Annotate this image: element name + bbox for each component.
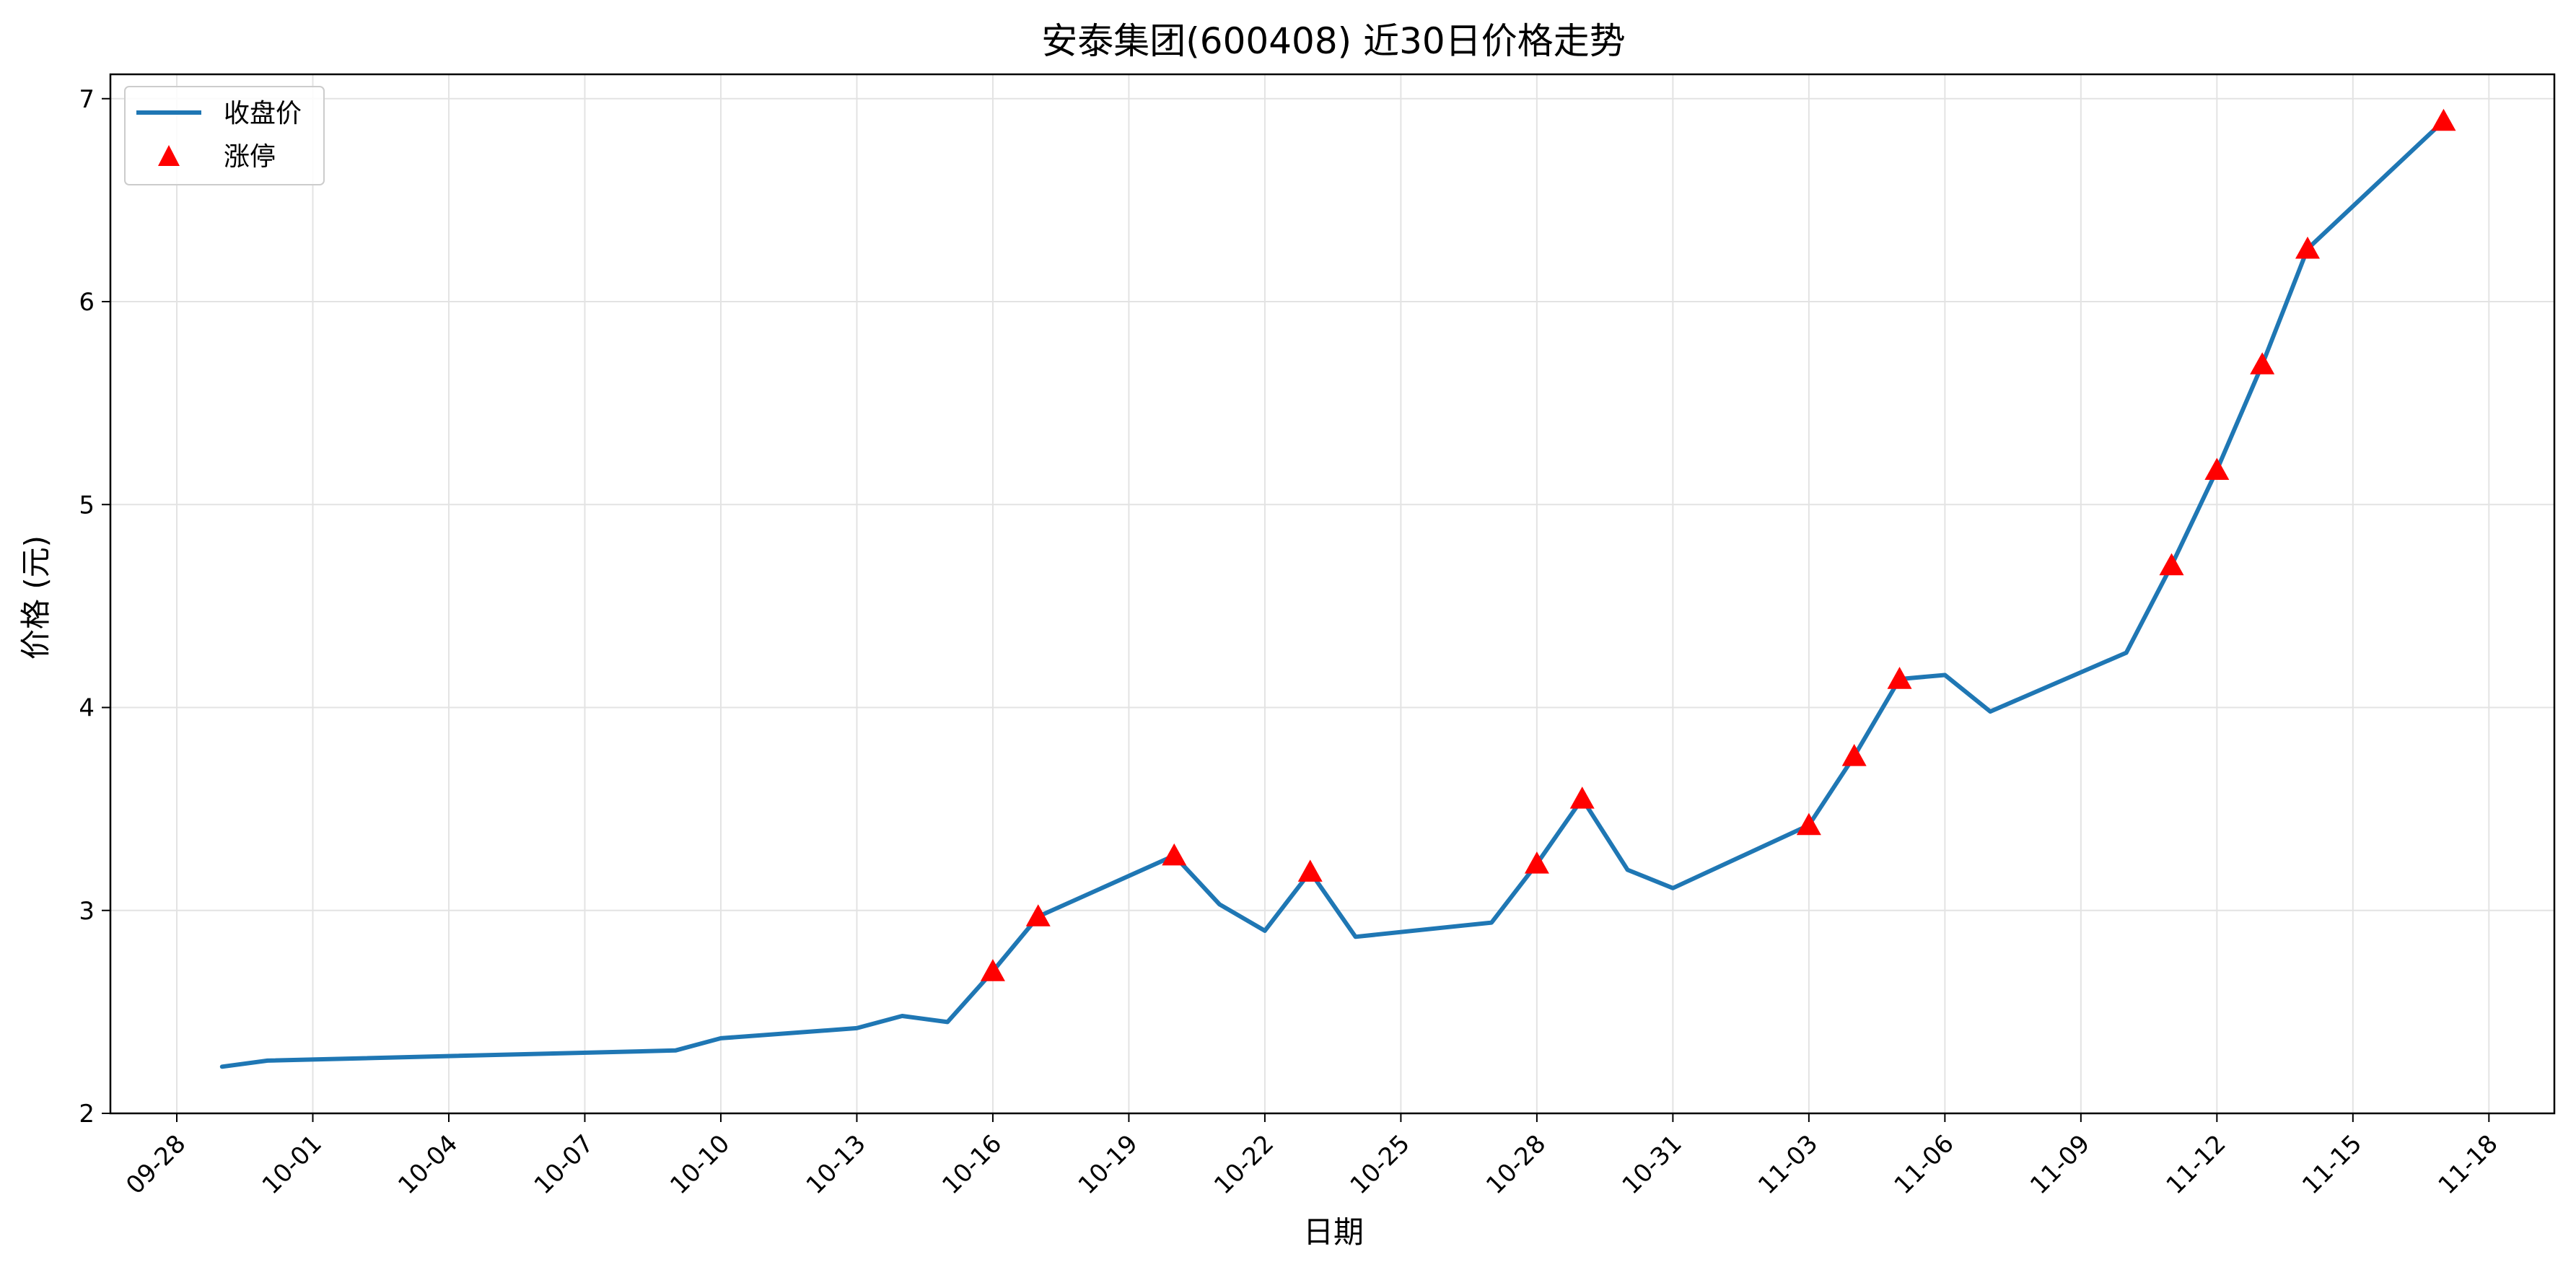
limit-up-marker [2250, 352, 2275, 374]
close-price-point [1626, 868, 1630, 872]
grid-lines [110, 74, 2554, 1114]
series-layer [219, 118, 2446, 1069]
close-price-point [719, 1036, 723, 1040]
limit-up-marker [2431, 108, 2456, 131]
y-tick-label: 7 [79, 85, 95, 114]
limit-up-marker [1887, 667, 1912, 689]
close-price-point [266, 1059, 270, 1063]
chart-title: 安泰集团(600408) 近30日价格走势 [1041, 20, 1625, 62]
limit-up-marker [1297, 859, 1323, 882]
legend-label-close-price: 收盘价 [224, 99, 302, 128]
close-price-point [2124, 651, 2129, 655]
y-tick-label: 5 [79, 491, 95, 520]
limit-up-marker [1841, 744, 1867, 766]
legend-label-limit-up: 涨停 [224, 142, 276, 172]
limit-up-marker [1796, 812, 1821, 836]
close-price-point [673, 1048, 678, 1053]
limit-up-marker [1569, 787, 1595, 809]
limit-up-marker [1162, 843, 1187, 866]
close-price-line [219, 118, 2446, 1069]
limit-up-marker [2159, 553, 2184, 576]
close-price-point [1489, 921, 1494, 925]
y-tick-label: 4 [79, 694, 95, 723]
close-price-point [1942, 673, 1947, 678]
y-tick-label: 6 [79, 288, 95, 317]
axes [109, 73, 2556, 1115]
close-price-point [1217, 902, 1222, 906]
limit-up-marker [2204, 457, 2230, 481]
legend: 收盘价 涨停 [124, 86, 325, 185]
limit-up-markers [980, 108, 2456, 981]
close-price-point [220, 1064, 224, 1069]
close-price-point [1263, 929, 1267, 933]
close-price-point [1988, 709, 1992, 714]
y-axis-title: 价格 (元) [18, 535, 53, 660]
close-price-point [1670, 886, 1675, 890]
x-axis-title: 日期 [1303, 1214, 1364, 1250]
limit-up-marker [2295, 236, 2321, 259]
close-price-point [900, 1014, 904, 1018]
limit-up-marker [980, 959, 1005, 981]
close-price-point [854, 1026, 859, 1030]
plot-frame [109, 73, 2556, 1115]
legend-triangle-swatch [158, 145, 180, 166]
limit-up-marker [1524, 851, 1549, 874]
y-tick-label: 3 [79, 897, 95, 926]
close-price-point [945, 1020, 950, 1024]
y-tick-label: 2 [79, 1100, 95, 1129]
limit-up-marker [1025, 904, 1051, 926]
y-axis-ticks: 2 3 4 5 6 7 [79, 85, 110, 1129]
close-price-point [1354, 934, 1358, 939]
